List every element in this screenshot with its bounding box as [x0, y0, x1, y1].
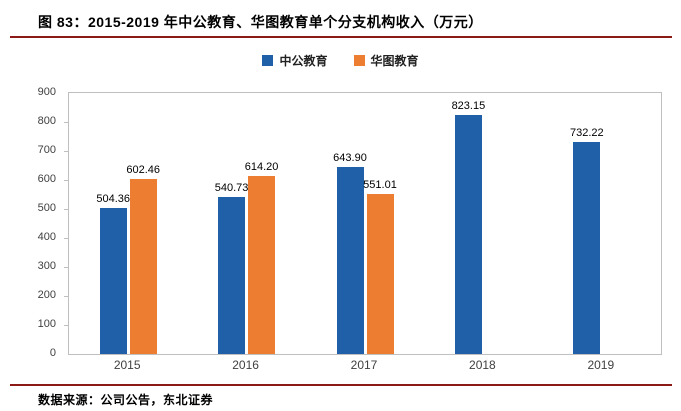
x-axis-tick-label: 2015 — [113, 358, 141, 372]
y-axis-tick-label: 700 — [37, 144, 56, 156]
bar-zhonggong-2019 — [573, 141, 601, 354]
footer-divider — [10, 384, 672, 386]
chart-title: 图 83：2015-2019 年中公教育、华图教育单个分支机构收入（万元） — [38, 14, 483, 30]
y-axis-tick-label: 900 — [37, 86, 56, 98]
bar-value-label: 504.36 — [96, 192, 131, 205]
y-axis-tick-mark — [64, 151, 69, 152]
bar-huatu-2015 — [129, 179, 157, 354]
bar-value-label: 732.22 — [569, 126, 604, 139]
y-axis-tick-label: 400 — [37, 231, 56, 243]
legend-swatch-huatu — [353, 55, 365, 66]
y-axis-tick-mark — [64, 122, 69, 123]
bar-value-label: 614.20 — [244, 160, 279, 173]
y-axis-tick-mark — [64, 325, 69, 326]
legend-label-zhonggong: 中公教育 — [279, 54, 328, 68]
y-axis-tick-label: 500 — [37, 202, 56, 214]
title-divider — [10, 36, 672, 38]
x-axis-tick-label: 2017 — [350, 358, 378, 372]
legend-item-huatu: 华图教育 — [353, 52, 419, 69]
y-axis-tick-mark — [64, 180, 69, 181]
x-axis: 2015 2016 2017 2018 2019 — [68, 358, 660, 376]
y-axis-tick-label: 100 — [37, 318, 56, 330]
bar-huatu-2017 — [366, 194, 394, 354]
data-source-text: 数据来源：公司公告，东北证券 — [38, 393, 214, 407]
bar-value-label: 540.73 — [214, 182, 249, 195]
x-axis-tick-label: 2019 — [587, 358, 615, 372]
bar-huatu-2016 — [248, 175, 276, 354]
bar-value-label: 602.46 — [126, 164, 161, 177]
y-axis-tick-mark — [64, 296, 69, 297]
bar-value-label: 643.90 — [333, 152, 367, 165]
y-axis-tick-mark — [64, 209, 69, 210]
y-axis-tick-mark — [64, 267, 69, 268]
y-axis-tick-label: 200 — [37, 289, 56, 301]
legend: 中公教育 华图教育 — [0, 52, 681, 69]
bar-value-label: 823.15 — [451, 100, 486, 113]
bar-value-label: 551.01 — [363, 179, 397, 192]
y-axis: 0 100 200 300 400 500 600 700 800 900 — [28, 86, 62, 359]
plot-area: 504.36 602.46 540.73 614.20 643.90 551.01 823.… — [64, 92, 662, 355]
y-axis-tick-label: 800 — [37, 115, 56, 127]
legend-swatch-zhonggong — [262, 55, 274, 66]
bar-zhonggong-2016 — [218, 197, 246, 354]
x-axis-tick-label: 2016 — [232, 358, 259, 372]
y-axis-tick-label: 0 — [49, 347, 56, 359]
legend-label-huatu: 华图教育 — [370, 54, 419, 68]
legend-item-zhonggong: 中公教育 — [262, 52, 328, 69]
bar-zhonggong-2017 — [336, 167, 364, 354]
y-axis-tick-label: 300 — [37, 260, 56, 272]
y-axis-tick-mark — [64, 238, 69, 239]
bar-zhonggong-2015 — [99, 207, 127, 354]
y-axis-tick-label: 600 — [37, 173, 56, 185]
x-axis-tick-label: 2018 — [469, 358, 496, 372]
bar-zhonggong-2018 — [454, 115, 482, 354]
